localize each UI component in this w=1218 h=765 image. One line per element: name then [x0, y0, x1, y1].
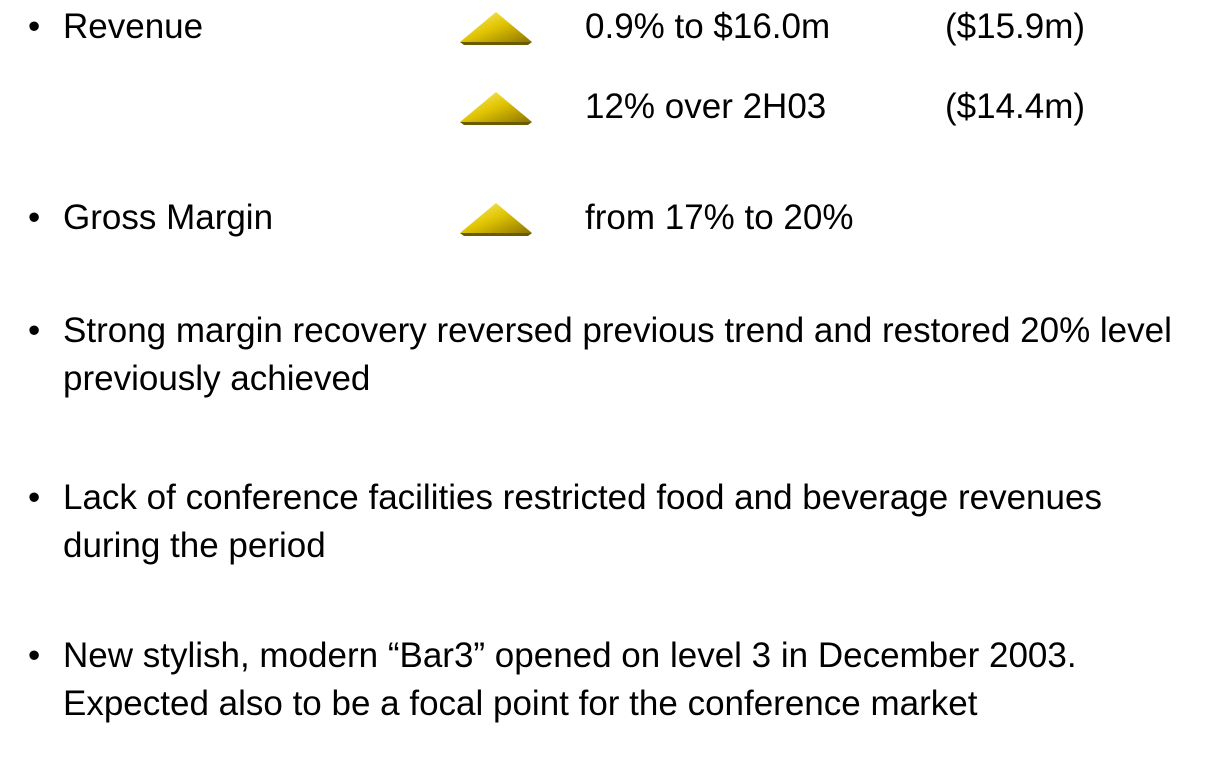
bullet-text: Strong margin recovery reversed previous… [63, 311, 1172, 398]
bullet-dot: • [28, 636, 41, 675]
up-arrow [460, 12, 532, 45]
bullet-dot: • [28, 311, 41, 350]
up-arrow [460, 203, 532, 236]
change-text: 0.9% to $16.0m [585, 7, 831, 46]
bullet-dot: • [28, 478, 41, 517]
bullet-dot: • [28, 7, 41, 46]
change-text: 12% over 2H03 [585, 87, 827, 126]
bullet-text: New stylish, modern “Bar3” opened on lev… [63, 636, 1077, 723]
bullet-label: Revenue [63, 7, 204, 46]
bullet-text: Lack of conference facilities restricted… [63, 478, 1102, 565]
prior-value: ($14.4m) [945, 87, 1086, 126]
bullet-dot: • [28, 198, 41, 237]
bullet-label: Gross Margin [63, 198, 274, 237]
change-text: from 17% to 20% [585, 198, 854, 237]
up-arrow [460, 92, 532, 125]
prior-value: ($15.9m) [945, 7, 1086, 46]
